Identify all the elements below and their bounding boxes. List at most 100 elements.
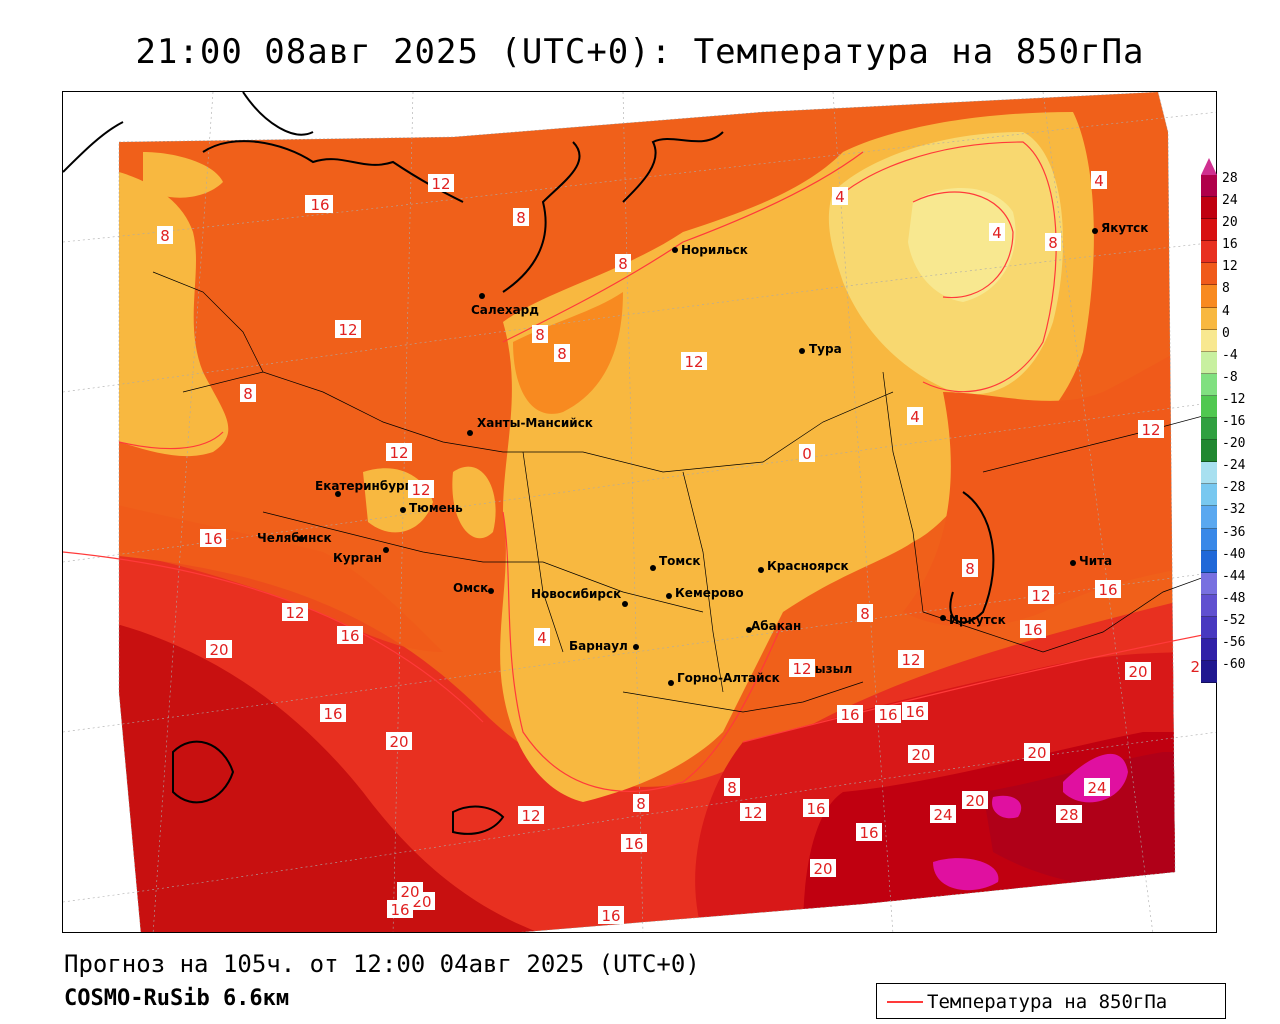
city-tomsk[interactable]: Томск	[650, 554, 701, 571]
colorbar-segment	[1201, 307, 1217, 330]
svg-text:8: 8	[618, 255, 628, 273]
city-novosibirsk[interactable]: Новосибирск	[531, 587, 628, 607]
coastline	[63, 92, 995, 835]
svg-text:Томск: Томск	[659, 554, 701, 568]
contour-label: 24	[930, 805, 956, 824]
svg-text:Ханты-Мансийск: Ханты-Мансийск	[477, 416, 593, 430]
contour-label: 12	[740, 803, 766, 822]
svg-text:12: 12	[285, 604, 304, 622]
colorbar-tick-label: -24	[1222, 458, 1246, 474]
svg-text:16: 16	[859, 824, 878, 842]
contour-label: 24	[1084, 778, 1110, 797]
city-yekaterinburg[interactable]: Екатеринбург	[315, 479, 411, 497]
svg-text:12: 12	[411, 481, 430, 499]
svg-text:20: 20	[209, 641, 228, 659]
colorbar-tick-label: -16	[1222, 414, 1246, 430]
colorbar-segment	[1201, 329, 1217, 352]
colorbar-tick-label: 0	[1222, 325, 1230, 341]
svg-text:16: 16	[878, 706, 897, 724]
city-krasnoyarsk[interactable]: Красноярск	[758, 559, 849, 573]
svg-text:12: 12	[1031, 587, 1050, 605]
map-panel[interactable]: Норильск Якутск Салехард Тура Ханты-Манс…	[62, 91, 1217, 933]
city-tyumen[interactable]: Тюмень	[400, 501, 463, 515]
svg-text:16: 16	[323, 705, 342, 723]
contour-label: 12	[681, 352, 707, 371]
cities: Норильск Якутск Салехард Тура Ханты-Манс…	[257, 221, 1148, 686]
city-tura[interactable]: Тура	[799, 342, 842, 356]
colorbar-tick-label: -56	[1222, 634, 1246, 650]
svg-text:12: 12	[1141, 421, 1160, 439]
city-yakutsk[interactable]: Якутск	[1092, 221, 1148, 235]
city-norilsk[interactable]: Норильск	[672, 243, 748, 257]
contour-label: 16	[1095, 580, 1121, 599]
colorbar-segment	[1201, 638, 1217, 662]
contour-label: 4	[989, 223, 1005, 242]
colorbar	[1201, 175, 1217, 684]
city-irkutsk[interactable]: Иркутск	[940, 613, 1006, 627]
colorbar-tick-label: -48	[1222, 590, 1246, 606]
colorbar-tick-label: -28	[1222, 480, 1246, 496]
city-kurgan[interactable]: Курган	[333, 547, 389, 565]
svg-text:12: 12	[431, 175, 450, 193]
contour-label: 8	[1045, 233, 1061, 252]
colorbar-segment	[1201, 175, 1217, 198]
city-barnaul[interactable]: Барнаул	[569, 639, 639, 653]
colorbar-segment	[1201, 285, 1217, 308]
svg-text:16: 16	[390, 901, 409, 919]
svg-text:Красноярск: Красноярск	[767, 559, 849, 573]
city-chita[interactable]: Чита	[1070, 554, 1112, 568]
svg-text:8: 8	[1048, 234, 1058, 252]
city-khanty-mansiysk[interactable]: Ханты-Мансийск	[467, 416, 593, 436]
colorbar-tick-label: -12	[1222, 391, 1246, 407]
svg-text:8: 8	[727, 779, 737, 797]
colorbar-labels: 28 24 20 16 12 8 4 0 -4 -8 -12 -16 -20 -24 -28 -32 -36 -4…	[1222, 168, 1245, 676]
svg-text:4: 4	[537, 629, 547, 647]
colorbar-segment	[1201, 484, 1217, 507]
contour-label: 20	[810, 859, 836, 878]
colorbar-segment	[1201, 462, 1217, 485]
svg-text:12: 12	[684, 353, 703, 371]
model-name: COSMO-RuSib 6.6км	[64, 986, 290, 1011]
city-abakan[interactable]: Абакан	[746, 619, 801, 633]
contour-label: 4	[832, 187, 848, 206]
svg-text:20: 20	[389, 733, 408, 751]
colorbar-tick-label: -40	[1222, 546, 1246, 562]
city-kemerovo[interactable]: Кемерово	[666, 586, 744, 600]
contour-label: 20	[962, 791, 988, 810]
svg-text:8: 8	[965, 560, 975, 578]
svg-text:16: 16	[310, 196, 329, 214]
contour-label: 16	[837, 705, 863, 724]
city-salekhard[interactable]: Салехард	[471, 293, 539, 317]
contour-label: 12	[386, 443, 412, 462]
map-title: 21:00 08авг 2025 (UTC+0): Температура на…	[135, 32, 1145, 72]
contour-label: 12	[518, 806, 544, 825]
colorbar-segment	[1201, 241, 1217, 264]
svg-text:16: 16	[624, 835, 643, 853]
contour-label: 16	[856, 823, 882, 842]
svg-text:Тюмень: Тюмень	[409, 501, 463, 515]
colorbar-tick-label: -20	[1222, 436, 1246, 452]
contour-label: 12	[428, 174, 454, 193]
contour-label: 12	[898, 650, 924, 669]
svg-text:20: 20	[1027, 744, 1046, 762]
contour-label: 8	[157, 226, 173, 245]
svg-text:Салехард: Салехард	[471, 303, 539, 317]
city-gorno-altaysk[interactable]: Горно-Алтайск	[668, 671, 780, 686]
colorbar-tick-label: -36	[1222, 524, 1246, 540]
colorbar-tick-label: 8	[1222, 281, 1230, 297]
contour-label: 8	[554, 344, 570, 363]
colorbar-segment	[1201, 219, 1217, 242]
svg-text:Кемерово: Кемерово	[675, 586, 744, 600]
colorbar-segment	[1201, 661, 1217, 684]
city-omsk[interactable]: Омск	[453, 581, 494, 595]
contour-label: 12	[335, 320, 361, 339]
colorbar-tick-label: -4	[1222, 347, 1238, 363]
svg-text:28: 28	[1059, 806, 1078, 824]
temperature-map[interactable]: Норильск Якутск Салехард Тура Ханты-Манс…	[63, 92, 1217, 933]
city-chelyabinsk[interactable]: Челябинск	[257, 531, 332, 545]
contour-label: 28	[1056, 805, 1082, 824]
colorbar-tick-label: 4	[1222, 303, 1230, 319]
svg-text:Барнаул: Барнаул	[569, 639, 628, 653]
svg-text:Горно-Алтайск: Горно-Алтайск	[677, 671, 780, 685]
svg-text:12: 12	[792, 660, 811, 678]
